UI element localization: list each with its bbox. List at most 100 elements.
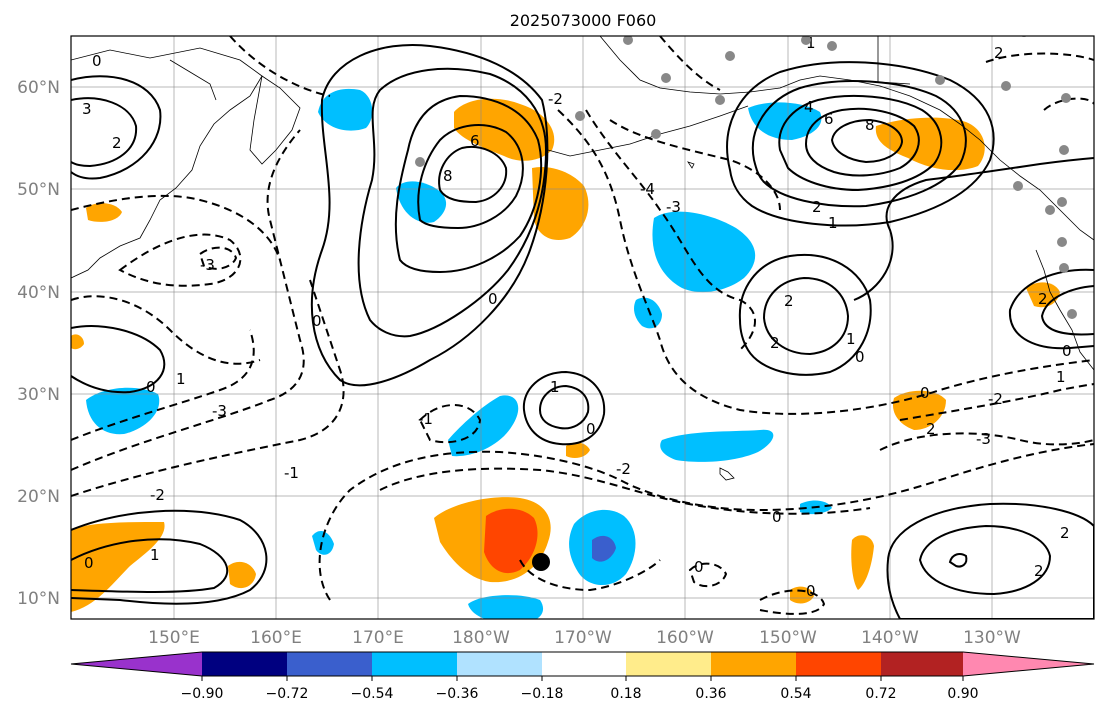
contour-label-neg1-b: -1 — [418, 410, 433, 428]
contour-pos-topleft2 — [71, 97, 138, 168]
lon-label-160E: 160°E — [250, 628, 302, 648]
contour-pos-east-2 — [762, 276, 850, 356]
colorbar: −0.90 −0.72 −0.54 −0.36 −0.18 0.18 0.36 … — [70, 651, 1095, 702]
station-dot — [651, 129, 661, 139]
contour-label-neg2-e: -2 — [988, 390, 1003, 408]
contours-negative — [71, 36, 1094, 615]
contour-label-neg3: -3 — [212, 402, 227, 420]
colorbar-bin — [287, 652, 372, 676]
contour-neg-12 — [879, 432, 1094, 451]
colorbar-label: −0.72 — [266, 686, 309, 702]
contour-pos-sw-2 — [71, 538, 229, 593]
contour-pos-east-outer — [738, 253, 872, 376]
contour-label-neg3-e: -3 — [976, 430, 991, 448]
contour-neg-20 — [229, 36, 331, 97]
shaded-fields — [71, 88, 1060, 619]
shade-orange-smallsouth — [566, 442, 590, 458]
lon-label-130W: 130°W — [963, 628, 1021, 648]
coast-canada-west — [1035, 249, 1094, 371]
colorbar-bin — [796, 652, 881, 676]
contour-pos-nw-outer — [310, 44, 549, 387]
contour-neg-21 — [71, 194, 281, 261]
contour-neg-8 — [198, 246, 238, 270]
shade-blue-tiny — [312, 530, 334, 555]
coast-asia — [71, 47, 263, 279]
contour-label-2-se2: 2 — [1034, 562, 1044, 580]
contour-label-0-se: 0 — [772, 508, 782, 526]
contour-label-neg2: -2 — [150, 486, 165, 504]
lon-label-150E: 150°E — [148, 628, 200, 648]
contour-pos-nw-4 — [394, 94, 543, 274]
station-dot — [1057, 197, 1067, 207]
colorbar-label: 0.18 — [610, 686, 641, 702]
lon-label-150W: 150°W — [759, 628, 817, 648]
contour-neg-10 — [318, 443, 1094, 601]
contour-label-2-ne: 2 — [994, 44, 1004, 62]
contour-label-4-gulf: 4 — [804, 98, 814, 116]
lat-label-50N: 50°N — [17, 180, 60, 200]
figure-title: 2025073000 F060 — [510, 11, 657, 30]
contour-neg-3 — [609, 119, 781, 211]
contour-label-0-nw2: 0 — [92, 52, 102, 70]
contour-label-2-se: 2 — [1060, 524, 1070, 542]
contour-pos-trough — [853, 157, 1094, 301]
shade-orange-se1 — [851, 535, 874, 590]
contour-neg-14 — [519, 559, 661, 592]
contour-label-2-gulf: 2 — [812, 198, 822, 216]
station-dot — [715, 95, 725, 105]
shade-blue-central — [652, 211, 756, 293]
contour-pos-gulf-6 — [804, 107, 920, 177]
shade-orange-west — [86, 203, 122, 222]
contour-neg-16 — [688, 562, 728, 588]
contour-label-1-sw: 1 — [150, 546, 160, 564]
colorbar-label: −0.36 — [436, 686, 479, 702]
lat-label-10N: 10°N — [17, 589, 60, 609]
colorbar-label: 0.72 — [865, 686, 896, 702]
contour-neg-11 — [379, 467, 871, 515]
contour-neg-15 — [759, 589, 826, 615]
contour-label-2-east: 2 — [784, 292, 794, 310]
shade-darkblue-south — [592, 535, 616, 562]
contour-pos-gulf-2 — [751, 80, 967, 208]
colorbar-bin — [881, 652, 963, 676]
lat-label-40N: 40°N — [17, 283, 60, 303]
station-dot — [827, 41, 837, 51]
station-dot — [1067, 309, 1077, 319]
contour-neg-19 — [71, 295, 261, 365]
contour-neg-5 — [71, 279, 345, 497]
contour-label-neg2-b: -2 — [548, 90, 563, 108]
lat-label-60N: 60°N — [17, 78, 60, 98]
station-dot — [415, 157, 425, 167]
lon-label-180W: 180°W — [452, 628, 510, 648]
contour-pos-w-mid — [71, 325, 166, 394]
shade-blue-bottom — [468, 595, 544, 619]
contour-pos-mid-2 — [538, 384, 590, 430]
contour-neg-2 — [585, 109, 756, 351]
map-frame — [70, 35, 1095, 620]
station-dot — [623, 36, 633, 45]
contour-pos-se-outer — [886, 502, 1094, 619]
contour-label-8-gulf: 8 — [865, 116, 875, 134]
coast-aleutians — [547, 105, 749, 157]
contour-pos-ne-edge2 — [1040, 285, 1094, 336]
contour-pos-se-3 — [948, 553, 968, 568]
contour-pos-gulf-outer — [726, 61, 995, 227]
contour-label-1-e: 1 — [1056, 368, 1066, 386]
station-dot — [1013, 181, 1023, 191]
contour-pos-nw-8 — [438, 146, 508, 204]
lon-label-170E: 170°E — [352, 628, 404, 648]
contour-label-0-w2: 0 — [146, 378, 156, 396]
contour-neg-22 — [659, 36, 721, 91]
gridlines — [71, 36, 1094, 619]
contour-label-0-e: 0 — [1062, 342, 1072, 360]
contour-label-neg3-c: -3 — [666, 198, 681, 216]
colorbar-ticks — [201, 676, 964, 681]
contour-label-neg4: -4 — [640, 180, 655, 198]
coast-okhotsk — [169, 59, 217, 101]
shade-blue-small1 — [634, 297, 662, 329]
contour-label-0-mid: 0 — [586, 420, 596, 438]
colorbar-extend-high — [963, 652, 1094, 676]
lat-label-20N: 20°N — [17, 487, 60, 507]
station-dot — [661, 73, 671, 83]
